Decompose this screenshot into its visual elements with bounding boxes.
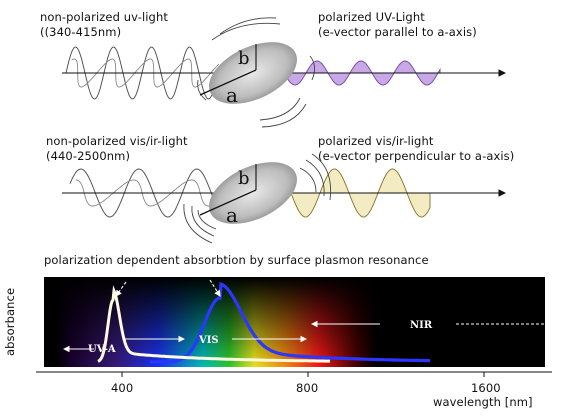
tick-800: 800 [296, 381, 319, 395]
uv-wave-oblique [71, 58, 220, 88]
vis-output-label: polarized vis/ir-light [318, 134, 434, 148]
vis-particle-rings [183, 153, 332, 244]
x-axis-label: wavelength [nm] [433, 395, 533, 409]
uv-wave-vertical [65, 46, 216, 100]
vis-input-label: non-polarized vis/ir-light [46, 134, 188, 148]
tick-400: 400 [111, 381, 134, 395]
uv-peak-pointer [115, 281, 127, 297]
nir-band-label: NIR [410, 320, 433, 331]
uv-particle-rings [197, 17, 315, 128]
vis-input-range: (440-2500nm) [46, 149, 131, 163]
vis-band-label: VIS [198, 335, 219, 346]
vis-a-label: a [226, 203, 238, 227]
vis-nanoparticle [209, 162, 297, 224]
absorption-spectrum: UV-A VIS NIR [36, 277, 552, 377]
uv-panel: b a [62, 17, 507, 128]
uv-input-label: non-polarized uv-light [40, 10, 168, 24]
uv-a-axis [199, 69, 257, 96]
uv-input-range: ((340-415nm) [40, 25, 122, 39]
vis-panel: b a [62, 153, 507, 244]
spectrum-title: polarization dependent absorbtion by sur… [44, 253, 429, 267]
vis-a-axis [199, 189, 257, 216]
uv-nanoparticle [209, 42, 297, 104]
vis-peak-pointer [209, 279, 221, 297]
vis-b-label: b [238, 168, 250, 189]
uv-output-note: (e-vector parallel to a-axis) [318, 25, 477, 39]
uva-band-label: UV-A [88, 344, 116, 355]
vis-output-note: (e-vector perpendicular to a-axis) [318, 149, 515, 163]
vis-wave-vertical [69, 168, 216, 218]
uv-absorption-peak [97, 285, 330, 363]
tick-1600: 1600 [471, 381, 501, 395]
uv-b-label: b [238, 48, 250, 69]
vis-absorption-peak [150, 281, 430, 364]
uv-output-label: polarized UV-Light [318, 10, 425, 24]
uv-a-label: a [226, 83, 238, 107]
